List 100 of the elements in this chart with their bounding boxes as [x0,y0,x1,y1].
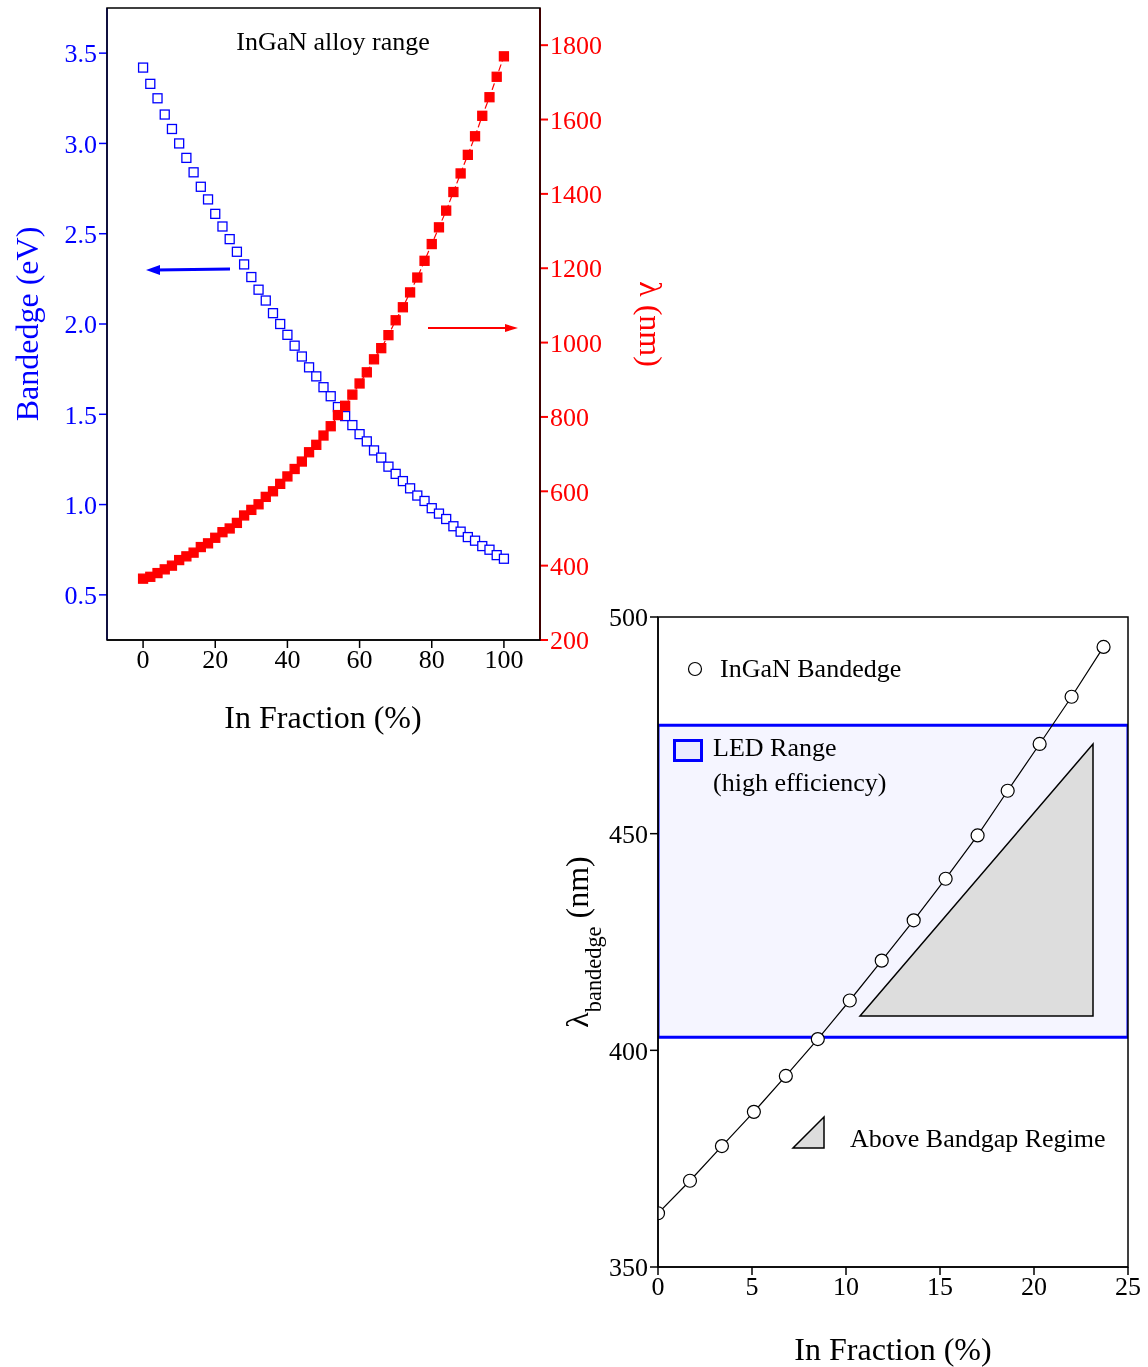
y-tick-label: 3.5 [64,39,97,69]
y-tick-label: 500 [609,603,648,633]
point [311,439,322,450]
point [361,367,372,378]
point [682,1173,698,1188]
point [469,131,481,142]
point [383,330,394,341]
y2-tick-label: 1600 [550,105,602,135]
point [498,553,510,564]
point [137,62,149,73]
point [746,1104,761,1119]
point [246,271,257,283]
y2-tick-label: 1400 [550,180,602,210]
point [368,354,380,365]
point [354,429,365,440]
point [426,238,437,250]
y2-tick-label: 1200 [550,254,602,284]
point [166,560,178,571]
point [195,181,206,192]
x-axis-title: In Fraction (%) [224,699,422,735]
point [455,526,466,537]
y2-tick-label: 1800 [550,31,602,61]
point [412,272,423,283]
x-tick-label: 15 [927,1272,953,1302]
point [224,523,235,534]
x-tick-label: 0 [651,1272,665,1302]
y2-tick-label: 200 [550,626,589,656]
point [282,329,293,340]
band-label: LED Range (high efficiency) [713,732,887,799]
y-tick-label: 1.0 [64,490,97,520]
point [419,255,430,266]
point [484,544,495,555]
point [188,167,199,178]
point [289,340,300,351]
point [419,495,430,507]
point [318,382,329,393]
point [404,287,416,298]
point [462,149,473,160]
x-tick-label: 60 [346,645,373,675]
point [778,1068,793,1083]
point [491,71,502,82]
point [210,208,221,219]
y2-tick-label: 800 [550,403,589,433]
point [938,871,953,886]
point [810,1031,825,1047]
point [238,259,250,270]
point [354,378,365,389]
x-tick-label: 20 [202,645,229,675]
x-tick-label: 0 [136,645,150,675]
y-axis-title: Bandedge (eV) [9,226,45,422]
point [253,284,264,295]
point [253,499,264,510]
point [318,430,329,441]
x-tick-label: 5 [745,1272,759,1302]
point [347,419,358,431]
y-tick-label: 350 [609,1253,648,1283]
y-tick-label: 400 [609,1036,648,1066]
x-tick-label: 80 [418,645,445,675]
point [282,471,293,482]
y-tick-label: 3.0 [64,129,97,159]
point [433,508,445,519]
point [289,463,300,475]
point [188,547,199,558]
x-tick-label: 10 [833,1272,859,1302]
y2-tick-label: 400 [550,551,589,581]
point [397,302,409,313]
x-tick-label: 25 [1115,1272,1141,1302]
point [433,222,445,233]
point [325,421,336,432]
y2-axis-title: λ (nm) [633,281,669,367]
point [174,138,185,149]
y-tick-label: 2.5 [64,219,97,249]
point [390,315,401,326]
point [970,828,985,843]
point [325,391,336,402]
x-tick-label: 40 [274,645,301,675]
point [296,351,307,362]
point [275,318,286,330]
point [340,400,351,411]
point [477,110,488,121]
point [1064,689,1079,704]
point [498,51,510,62]
point [906,913,921,928]
point [441,205,452,216]
point [383,461,394,472]
y-tick-label: 0.5 [64,581,97,611]
point [181,152,192,164]
annotation: Above Bandgap Regime [850,1124,1106,1153]
point [1096,639,1111,654]
point [145,78,156,89]
y2-tick-label: 1000 [550,328,602,358]
point [152,93,163,104]
point [217,221,228,232]
point [842,993,857,1008]
y-tick-label: 2.0 [64,310,97,340]
y2-tick-label: 600 [550,477,589,507]
point [361,436,372,447]
point [202,194,214,205]
annotation: InGaN alloy range [236,27,430,56]
point [347,389,358,400]
